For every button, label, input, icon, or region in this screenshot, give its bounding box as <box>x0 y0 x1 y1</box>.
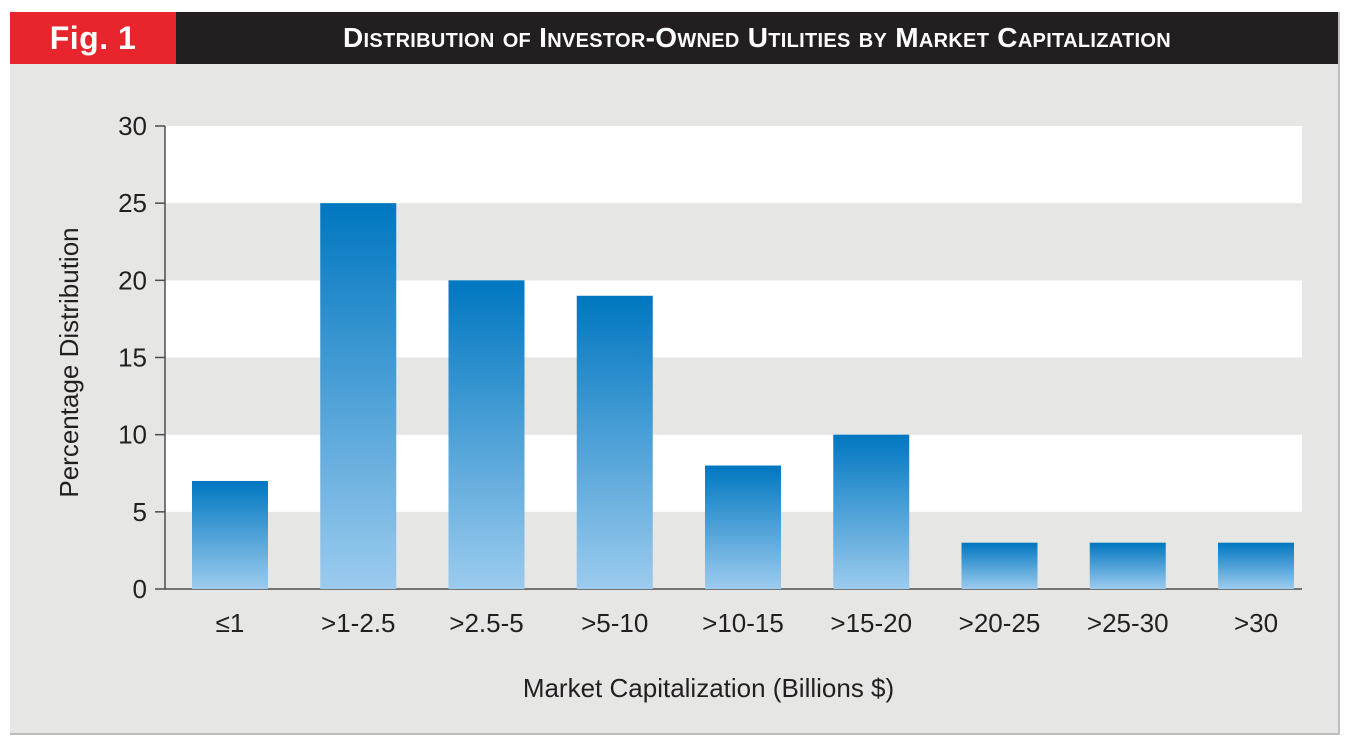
x-tick-label: >20-25 <box>959 608 1041 638</box>
x-axis-title: Market Capitalization (Billions $) <box>523 673 894 703</box>
y-tick-label: 0 <box>133 574 147 604</box>
chart-title: Distribution of Investor-Owned Utilities… <box>176 12 1338 64</box>
figure-label: Fig. 1 <box>10 12 176 64</box>
y-tick-labels: 0 5 10 15 20 25 30 <box>118 111 147 604</box>
x-tick-label: >25-30 <box>1087 608 1169 638</box>
y-tick-label: 15 <box>118 343 147 373</box>
x-tick-label: ≤1 <box>216 608 245 638</box>
bar <box>705 465 781 589</box>
bar <box>192 480 268 589</box>
x-tick-labels: ≤1 >1-2.5 >2.5-5 >5-10 >10-15 >15-20 >20-25 >25… <box>216 608 1278 638</box>
x-tick-label: >2.5-5 <box>449 608 523 638</box>
bar <box>1089 542 1166 589</box>
x-tick-label: >15-20 <box>830 608 912 638</box>
bar <box>448 280 525 589</box>
figure-header: Fig. 1 Distribution of Investor-Owned Ut… <box>10 12 1338 64</box>
y-tick-label: 25 <box>118 188 147 218</box>
y-tick-label: 30 <box>118 111 147 141</box>
x-tick-label: >10-15 <box>702 608 784 638</box>
y-tick-label: 20 <box>118 265 147 295</box>
bar <box>833 434 910 589</box>
y-axis-title: Percentage Distribution <box>54 227 84 497</box>
y-tick-label: 5 <box>133 497 147 527</box>
x-tick-label: >30 <box>1234 608 1278 638</box>
bar <box>961 542 1038 589</box>
x-tick-label: >5-10 <box>581 608 648 638</box>
bar <box>1218 542 1294 589</box>
grid-band <box>165 126 1302 204</box>
y-tick-label: 10 <box>118 420 147 450</box>
x-tick-label: >1-2.5 <box>321 608 395 638</box>
bars <box>192 203 1294 589</box>
bar <box>320 203 397 589</box>
bar <box>576 295 653 589</box>
